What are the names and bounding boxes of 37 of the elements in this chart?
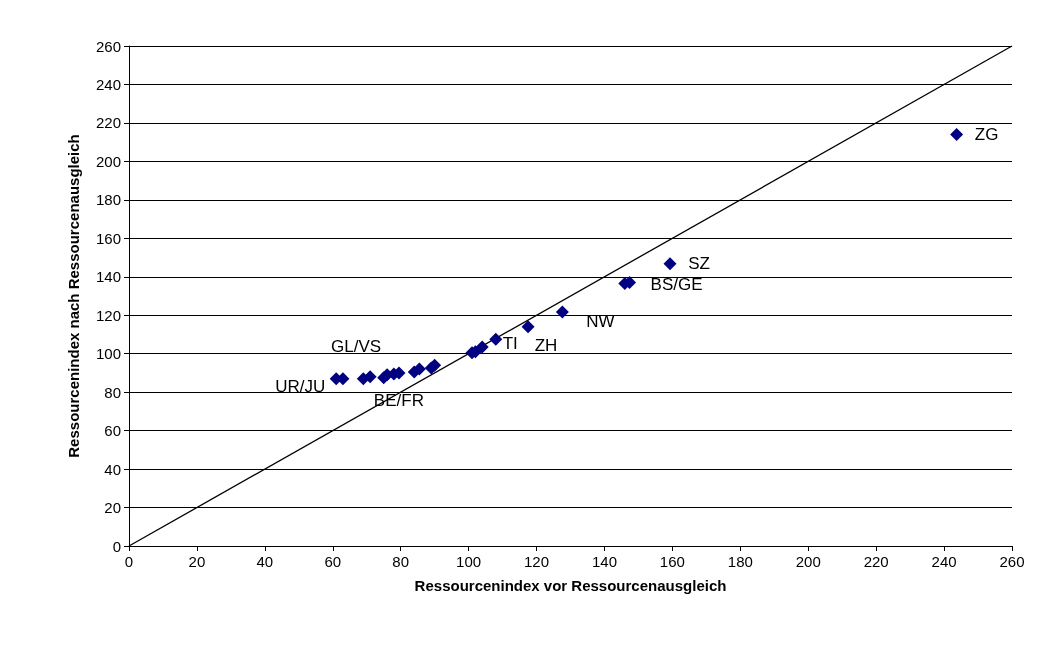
y-tick-label: 220 xyxy=(95,114,121,132)
x-tick-label: 40 xyxy=(256,553,274,570)
y-tick-label: 0 xyxy=(112,537,121,555)
x-tick-label: 240 xyxy=(931,553,957,570)
x-tick-label: 140 xyxy=(591,553,617,570)
x-tick-label: 100 xyxy=(456,553,482,570)
y-tick-label: 240 xyxy=(95,75,121,93)
x-tick-label: 180 xyxy=(727,553,753,570)
annotation: SZ xyxy=(688,254,710,274)
x-axis-title: Ressourcenindex vor Ressourcenausgleich xyxy=(414,577,727,594)
y-tick-label: 40 xyxy=(104,460,121,478)
x-tick-label: 20 xyxy=(188,553,206,570)
annotation: GL/VS xyxy=(331,337,382,357)
y-tick-label: 80 xyxy=(104,383,121,401)
x-tick-label: 80 xyxy=(392,553,410,570)
annotation: TI xyxy=(502,334,518,354)
y-tick-label: 180 xyxy=(95,191,121,209)
y-tick-label: 260 xyxy=(95,37,121,55)
x-tick-label: 0 xyxy=(124,553,134,570)
y-tick-label: 200 xyxy=(95,152,121,170)
y-tick-label: 120 xyxy=(95,306,121,324)
annotation: ZG xyxy=(974,124,999,144)
annotation: ZH xyxy=(534,336,558,356)
y-tick-label: 140 xyxy=(95,268,121,286)
annotation: UR/JU xyxy=(275,377,326,397)
x-tick-label: 60 xyxy=(324,553,342,570)
x-tick-label: 120 xyxy=(524,553,550,570)
y-tick-label: 160 xyxy=(95,229,121,247)
y-tick-label: 100 xyxy=(95,345,121,363)
y-tick-label: 20 xyxy=(104,499,121,517)
annotation: BS/GE xyxy=(650,275,703,295)
x-tick-label: 220 xyxy=(863,553,889,570)
y-axis-title: Ressourcenindex nach Ressourcenausgleich xyxy=(65,134,82,458)
x-tick-label: 260 xyxy=(999,553,1025,570)
x-tick-label: 160 xyxy=(659,553,685,570)
x-tick-label: 200 xyxy=(795,553,821,570)
y-tick-label: 60 xyxy=(104,422,121,440)
